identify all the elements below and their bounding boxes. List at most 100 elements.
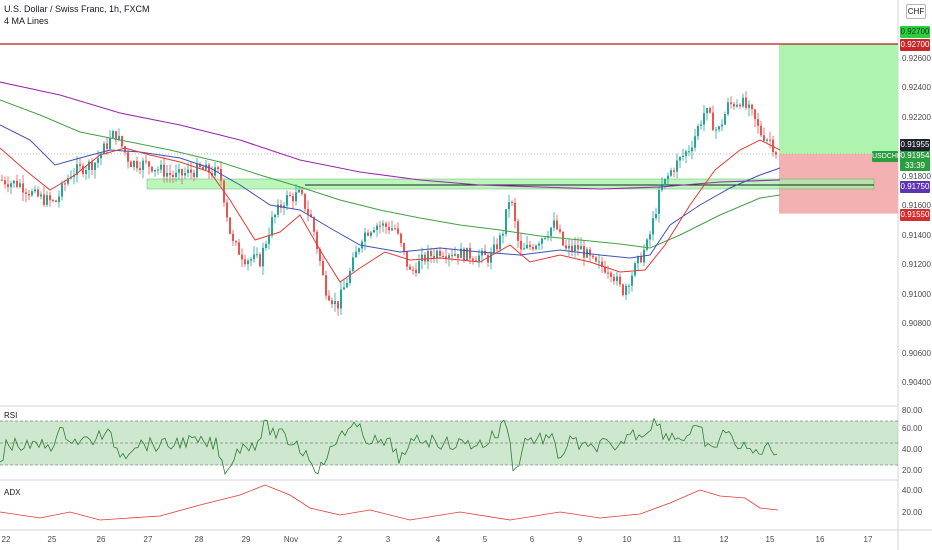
candle: [307, 208, 309, 215]
time-tick: 5: [482, 535, 488, 544]
candle: [238, 242, 240, 255]
candle: [418, 261, 420, 274]
candle: [559, 229, 561, 232]
candle: [151, 166, 153, 172]
candle: [175, 172, 177, 177]
price-tick: 0.91000: [902, 289, 931, 299]
candle: [328, 295, 330, 301]
candle: [1, 179, 3, 181]
chart-title: U.S. Dollar / Swiss Franc, 1h, FXCM: [4, 4, 150, 14]
candle: [655, 214, 657, 219]
candle: [214, 167, 216, 176]
candle: [568, 245, 570, 249]
candle: [775, 152, 777, 155]
candle: [16, 180, 18, 187]
candle: [55, 200, 57, 202]
candle: [145, 160, 147, 162]
candle: [637, 256, 639, 264]
candle: [619, 276, 621, 285]
candle: [178, 169, 180, 173]
support-zone: [146, 178, 875, 190]
candle: [739, 104, 741, 107]
candle: [337, 301, 339, 309]
candle: [316, 231, 318, 250]
candle: [523, 248, 525, 250]
candle: [646, 239, 648, 250]
time-tick: 11: [672, 535, 682, 544]
candle: [349, 270, 351, 283]
indicator-legend[interactable]: 4 MA Lines: [4, 16, 49, 26]
candle: [673, 170, 675, 172]
candle: [298, 189, 300, 193]
last-price-tag: 0.91955: [900, 139, 930, 151]
candle: [202, 167, 204, 170]
candle: [550, 227, 552, 237]
candle: [241, 254, 243, 260]
candle: [631, 275, 633, 286]
time-tick: Nov: [283, 535, 299, 544]
candle: [4, 180, 6, 185]
candle: [688, 151, 690, 153]
candle: [553, 220, 555, 228]
candle: [577, 245, 579, 250]
candle: [139, 168, 141, 171]
candle: [280, 204, 282, 208]
candle: [169, 172, 171, 175]
candle: [736, 104, 738, 107]
candle: [766, 139, 768, 141]
currency-button[interactable]: CHF: [906, 4, 926, 19]
symbol-tag: USDCHF: [872, 151, 902, 162]
candle: [733, 103, 735, 107]
time-tick: 10: [622, 535, 632, 544]
candle: [277, 204, 279, 215]
candle: [271, 217, 273, 236]
candle: [466, 247, 468, 261]
candle: [19, 183, 21, 187]
candle: [91, 161, 93, 170]
candle: [196, 163, 198, 178]
candle: [403, 243, 405, 252]
candle: [712, 112, 714, 131]
candle: [667, 175, 669, 179]
candle: [499, 235, 501, 250]
candle: [625, 285, 627, 295]
price-tick: 0.92600: [902, 53, 931, 63]
candle: [67, 178, 69, 184]
candle: [142, 160, 144, 171]
candle: [148, 161, 150, 167]
candle: [163, 164, 165, 177]
candle: [556, 220, 558, 230]
price-tick: 0.91200: [902, 260, 931, 270]
candle: [727, 102, 729, 115]
candle: [772, 139, 774, 153]
ma-red-line: [0, 139, 781, 283]
candle: [103, 143, 105, 154]
candle: [49, 195, 51, 201]
candle: [691, 147, 693, 152]
adx-label: ADX: [4, 488, 21, 497]
target-zone: [779, 44, 898, 154]
candle: [478, 255, 480, 262]
candle: [88, 161, 90, 171]
candle: [436, 250, 438, 258]
candle: [226, 202, 228, 218]
time-tick: 4: [435, 535, 441, 544]
candle: [331, 300, 333, 305]
candle: [592, 255, 594, 258]
candle: [109, 137, 111, 149]
candle: [229, 217, 231, 234]
price-tick: 0.90400: [902, 378, 931, 388]
candle: [127, 152, 129, 162]
candle: [358, 248, 360, 252]
candle: [742, 97, 744, 107]
candle: [565, 245, 567, 249]
candle: [535, 245, 537, 250]
candle: [28, 193, 30, 196]
candle: [13, 180, 15, 184]
countdown-value: 33:39: [904, 161, 926, 170]
candle: [346, 282, 348, 288]
candle: [397, 228, 399, 234]
candle: [247, 260, 249, 265]
candle: [373, 229, 375, 233]
